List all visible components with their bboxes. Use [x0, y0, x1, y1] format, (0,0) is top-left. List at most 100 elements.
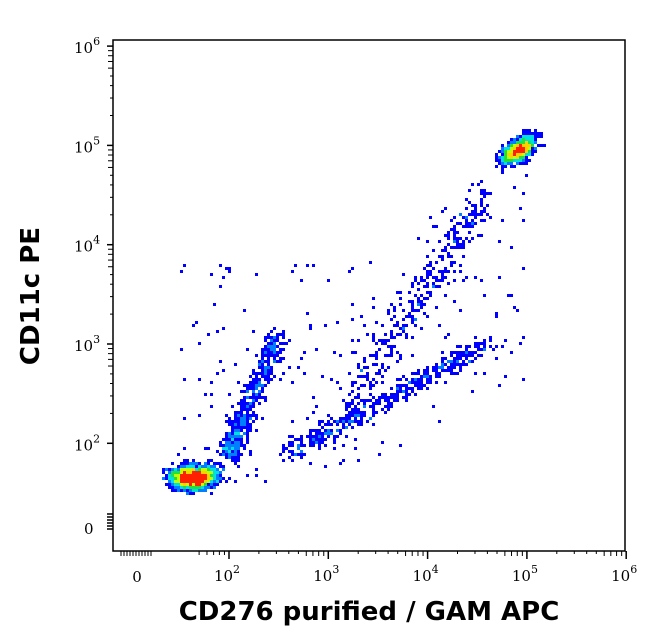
density-cell: [510, 153, 513, 156]
density-cell: [399, 444, 402, 447]
density-cell: [240, 423, 243, 426]
density-cell: [237, 414, 240, 417]
density-cell: [174, 468, 177, 471]
density-cell: [201, 477, 204, 480]
density-cell: [417, 303, 420, 306]
density-cell: [231, 453, 234, 456]
density-cell: [192, 459, 195, 462]
density-cell: [288, 450, 291, 453]
density-cell: [402, 330, 405, 333]
density-cell: [267, 378, 270, 381]
density-cell: [174, 477, 177, 480]
density-cell: [279, 342, 282, 345]
density-cell: [183, 486, 186, 489]
density-cell: [441, 249, 444, 252]
density-cell: [339, 462, 342, 465]
density-cell: [522, 267, 525, 270]
density-cell: [435, 372, 438, 375]
density-cell: [237, 420, 240, 423]
density-cell: [333, 420, 336, 423]
density-cell: [459, 354, 462, 357]
density-cell: [225, 267, 228, 270]
density-cell: [219, 444, 222, 447]
density-cell: [255, 417, 258, 420]
density-cell: [237, 381, 240, 384]
density-cell: [177, 453, 180, 456]
density-cell: [414, 393, 417, 396]
density-cell: [228, 420, 231, 423]
density-cell: [207, 447, 210, 450]
density-cell: [417, 384, 420, 387]
density-cell: [414, 378, 417, 381]
density-cell: [459, 213, 462, 216]
density-cell: [453, 228, 456, 231]
density-cell: [456, 231, 459, 234]
density-cell: [195, 321, 198, 324]
density-cell: [288, 339, 291, 342]
density-cell: [513, 153, 516, 156]
density-cell: [522, 135, 525, 138]
density-cell: [369, 405, 372, 408]
density-cell: [303, 372, 306, 375]
density-cell: [315, 438, 318, 441]
density-cell: [180, 489, 183, 492]
density-cell: [291, 381, 294, 384]
density-cell: [219, 453, 222, 456]
density-cell: [273, 348, 276, 351]
density-cell: [234, 453, 237, 456]
density-cell: [246, 384, 249, 387]
density-cell: [213, 462, 216, 465]
density-cell: [267, 381, 270, 384]
density-cell: [171, 486, 174, 489]
density-cell: [267, 345, 270, 348]
density-cell: [315, 405, 318, 408]
density-cell: [435, 369, 438, 372]
density-cell: [351, 339, 354, 342]
density-cell: [375, 363, 378, 366]
density-cell: [258, 393, 261, 396]
density-cell: [351, 414, 354, 417]
density-cell: [426, 285, 429, 288]
density-cell: [504, 339, 507, 342]
density-cell: [366, 333, 369, 336]
density-cell: [444, 363, 447, 366]
density-cell: [309, 432, 312, 435]
density-cell: [252, 378, 255, 381]
density-cell: [504, 150, 507, 153]
density-cell: [168, 483, 171, 486]
density-cell: [465, 354, 468, 357]
density-cell: [222, 327, 225, 330]
density-cell: [261, 354, 264, 357]
density-cell: [207, 465, 210, 468]
density-cell: [339, 432, 342, 435]
density-cell: [225, 456, 228, 459]
density-cell: [171, 468, 174, 471]
density-cell: [411, 282, 414, 285]
density-cell: [525, 159, 528, 162]
density-cell: [465, 357, 468, 360]
density-cell: [426, 273, 429, 276]
density-cell: [207, 462, 210, 465]
density-cell: [276, 360, 279, 363]
density-cell: [231, 459, 234, 462]
density-cell: [534, 138, 537, 141]
density-cell: [357, 393, 360, 396]
density-cell: [342, 417, 345, 420]
density-cell: [477, 234, 480, 237]
density-cell: [363, 384, 366, 387]
density-cell: [255, 396, 258, 399]
density-cell: [210, 483, 213, 486]
density-cell: [351, 381, 354, 384]
density-cell: [390, 330, 393, 333]
density-cell: [474, 351, 477, 354]
density-cell: [417, 378, 420, 381]
x-axis-title: CD276 purified / GAM APC: [179, 597, 560, 627]
density-cell: [291, 420, 294, 423]
density-cell: [372, 414, 375, 417]
density-cell: [246, 429, 249, 432]
density-cell: [510, 156, 513, 159]
density-cell: [228, 438, 231, 441]
density-cell: [522, 219, 525, 222]
density-cell: [234, 441, 237, 444]
density-cell: [285, 342, 288, 345]
